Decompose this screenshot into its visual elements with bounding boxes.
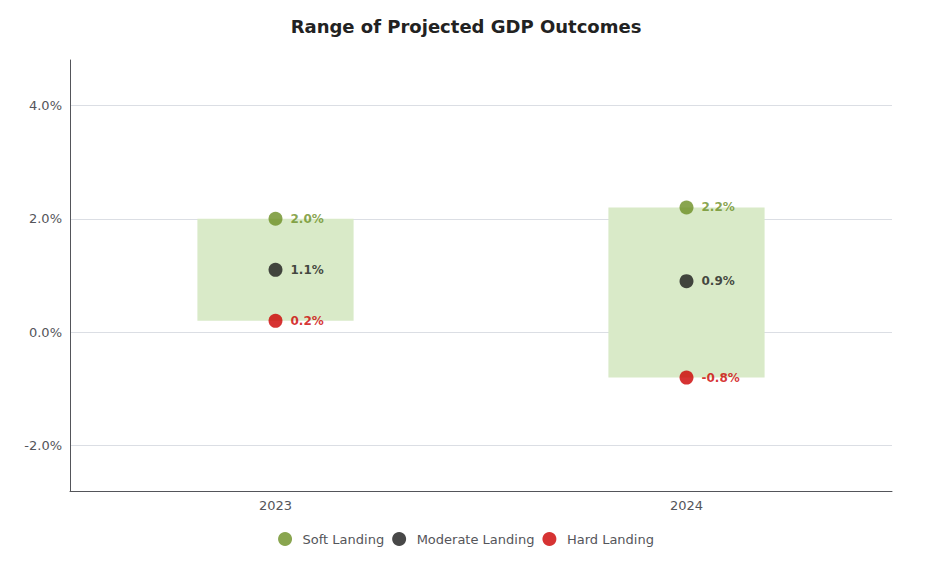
svg-text:Hard Landing: Hard Landing	[567, 532, 654, 547]
svg-text:2024: 2024	[670, 498, 703, 513]
svg-text:1.1%: 1.1%	[291, 263, 324, 277]
svg-text:Moderate Landing: Moderate Landing	[417, 532, 535, 547]
svg-text:-0.8%: -0.8%	[702, 371, 740, 385]
svg-text:4.0%: 4.0%	[29, 98, 62, 113]
svg-text:Range of Projected GDP Outcome: Range of Projected GDP Outcomes	[291, 16, 642, 37]
svg-text:Soft Landing: Soft Landing	[303, 532, 385, 547]
svg-text:2.2%: 2.2%	[702, 200, 735, 214]
svg-text:0.9%: 0.9%	[702, 274, 735, 288]
svg-text:0.0%: 0.0%	[29, 325, 62, 340]
svg-text:0.2%: 0.2%	[291, 314, 324, 328]
svg-text:2.0%: 2.0%	[291, 212, 324, 226]
svg-text:2.0%: 2.0%	[29, 211, 62, 226]
svg-text:-2.0%: -2.0%	[24, 438, 62, 453]
svg-text:2023: 2023	[259, 498, 292, 513]
